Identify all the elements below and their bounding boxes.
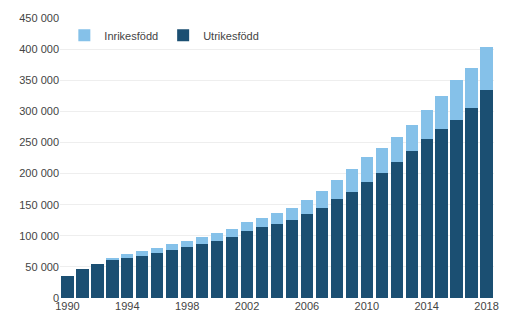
svg-text:300 000: 300 000 xyxy=(19,105,59,117)
svg-text:200 000: 200 000 xyxy=(19,167,59,179)
svg-text:150 000: 150 000 xyxy=(19,199,59,211)
svg-text:Utrikesfödd: Utrikesfödd xyxy=(203,30,259,42)
svg-text:Inrikesfödd: Inrikesfödd xyxy=(104,30,158,42)
svg-text:2018: 2018 xyxy=(474,300,498,312)
svg-text:2006: 2006 xyxy=(295,300,319,312)
svg-text:450 000: 450 000 xyxy=(19,12,59,24)
svg-text:1990: 1990 xyxy=(55,300,79,312)
svg-text:1994: 1994 xyxy=(115,300,139,312)
svg-text:1998: 1998 xyxy=(175,300,199,312)
svg-text:50 000: 50 000 xyxy=(25,261,59,273)
svg-text:2002: 2002 xyxy=(235,300,259,312)
svg-text:100 000: 100 000 xyxy=(19,230,59,242)
svg-text:350 000: 350 000 xyxy=(19,74,59,86)
svg-text:2014: 2014 xyxy=(414,300,438,312)
svg-text:400 000: 400 000 xyxy=(19,43,59,55)
svg-text:250 000: 250 000 xyxy=(19,136,59,148)
svg-text:2010: 2010 xyxy=(355,300,379,312)
svg-text:0: 0 xyxy=(53,292,59,304)
